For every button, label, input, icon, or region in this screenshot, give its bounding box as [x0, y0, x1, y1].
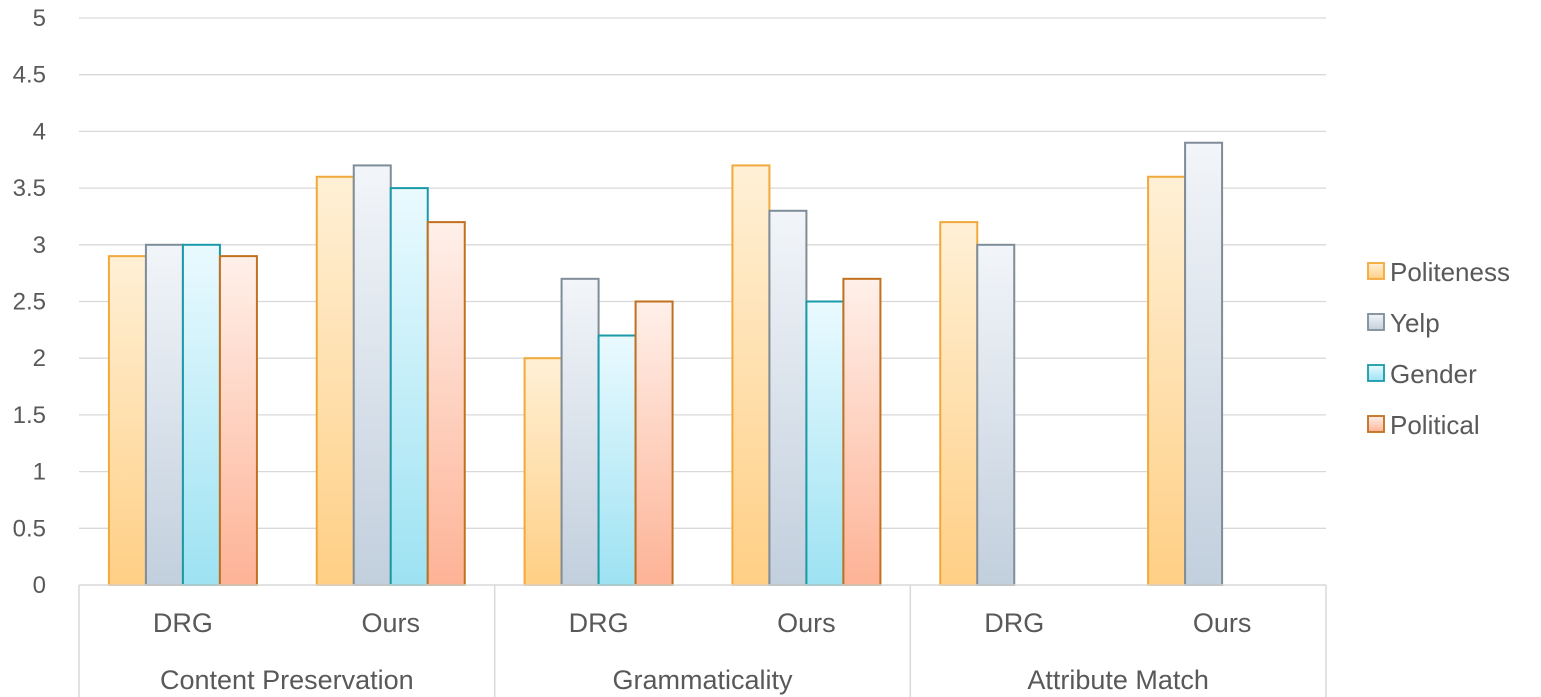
y-tick-label: 5 — [33, 5, 46, 32]
y-axis-tick-labels: 0 0.5 1 1.5 2 2.5 3 3.5 4 4.5 5 — [13, 5, 46, 599]
bar-gender — [389, 187, 429, 586]
bar-gender — [805, 300, 845, 586]
bar-politeness — [523, 357, 563, 587]
bar-yelp — [1184, 141, 1224, 587]
bar-political — [842, 277, 882, 586]
x-group-label: Grammaticality — [612, 665, 793, 695]
x-tick-label: DRG — [984, 608, 1044, 638]
x-group-label: Attribute Match — [1027, 665, 1209, 695]
bar-politeness — [731, 164, 771, 586]
legend-swatch-yelp — [1367, 313, 1385, 331]
bar-yelp — [560, 277, 600, 586]
y-tick-label: 2 — [33, 345, 46, 372]
legend-label: Gender — [1390, 359, 1477, 389]
bar-politeness — [1147, 175, 1187, 586]
legend-label: Political — [1390, 410, 1480, 440]
y-tick-label: 2.5 — [13, 289, 46, 316]
x-tick-label: DRG — [569, 608, 629, 638]
x-axis: DRG Ours DRG Ours DRG Ours Content Preservatio… — [78, 584, 1327, 697]
legend-label: Yelp — [1390, 308, 1440, 338]
y-tick-label: 1 — [33, 459, 46, 486]
bar-politeness — [315, 175, 355, 586]
bar-politeness — [939, 221, 979, 586]
y-tick-label: 0.5 — [13, 515, 46, 542]
bar-politeness — [107, 255, 147, 586]
bar-political — [218, 255, 258, 586]
legend-label: Politeness — [1390, 257, 1510, 287]
y-tick-label: 4 — [33, 118, 46, 145]
bars — [107, 141, 1224, 587]
legend-swatch-gender — [1367, 364, 1385, 382]
y-tick-label: 0 — [33, 572, 46, 599]
bar-yelp — [976, 243, 1016, 587]
y-tick-label: 3 — [33, 232, 46, 259]
y-tick-label: 1.5 — [13, 402, 46, 429]
x-tick-label: Ours — [361, 608, 420, 638]
legend-swatch-political — [1367, 415, 1385, 433]
bar-political — [634, 300, 674, 586]
y-tick-label: 3.5 — [13, 175, 46, 202]
x-tick-label: Ours — [1193, 608, 1252, 638]
legend-swatch-politeness — [1367, 262, 1385, 280]
y-tick-label: 4.5 — [13, 62, 46, 89]
bar-political — [426, 221, 466, 586]
bar-yelp — [352, 164, 392, 586]
x-tick-label: DRG — [153, 608, 213, 638]
bar-gender — [181, 243, 221, 587]
bar-gender — [597, 334, 637, 586]
bar-yelp — [768, 209, 808, 586]
bar-yelp — [144, 243, 184, 587]
x-group-label: Content Preservation — [160, 665, 414, 695]
legend: Politeness Yelp Gender Political — [1367, 257, 1510, 440]
gridlines — [79, 17, 1326, 529]
x-tick-label: Ours — [777, 608, 836, 638]
